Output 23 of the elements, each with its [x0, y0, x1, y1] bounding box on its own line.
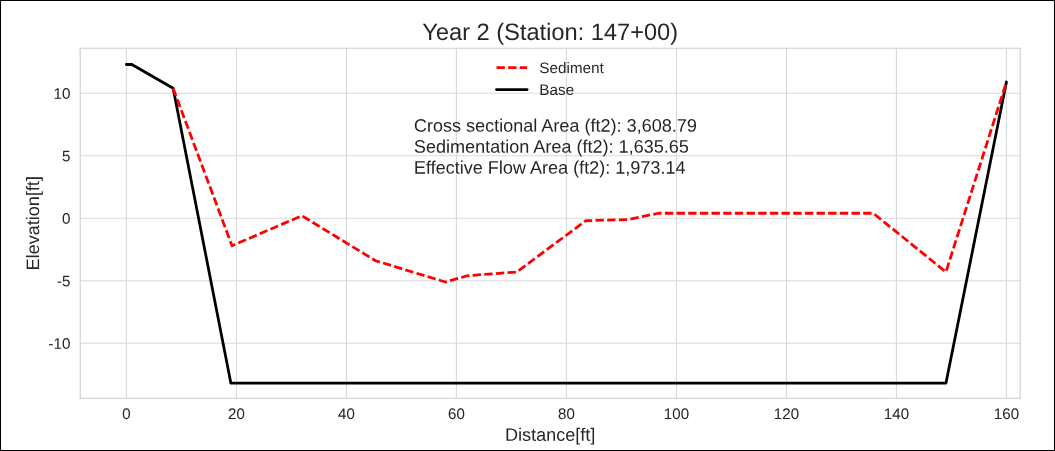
x-tick-label: 40	[338, 408, 355, 420]
y-tick-label: -10	[49, 338, 70, 349]
x-tick-label: 80	[558, 408, 575, 420]
y-axis-title: Elevation[ft]	[25, 177, 43, 269]
x-tick-label: 60	[448, 408, 465, 420]
legend-label: Sediment	[540, 62, 604, 74]
x-tick-label: 100	[664, 408, 689, 420]
chart-title: Year 2 (Station: 147+00)	[422, 22, 677, 45]
x-axis-title: Distance[ft]	[506, 427, 595, 445]
annotation: Effective Flow Area (ft2): 1,973.14	[415, 160, 686, 178]
line-series	[124, 63, 1008, 385]
x-tick-label: 160	[994, 408, 1019, 420]
y-tick-label: 10	[54, 88, 70, 99]
x-tick-label: 120	[774, 408, 799, 420]
x-tick-label: 0	[122, 408, 131, 420]
annotation: Sedimentation Area (ft2): 1,635.65	[414, 139, 689, 157]
x-tick-label: 20	[228, 408, 245, 420]
annotation: Cross sectional Area (ft2): 3,608.79	[414, 118, 697, 136]
y-tick-label: 5	[62, 150, 70, 162]
y-tick-label: -5	[57, 275, 70, 287]
x-tick-label: 140	[884, 408, 909, 420]
legend-label: Base	[540, 84, 574, 96]
y-tick-label: 0	[62, 213, 70, 224]
